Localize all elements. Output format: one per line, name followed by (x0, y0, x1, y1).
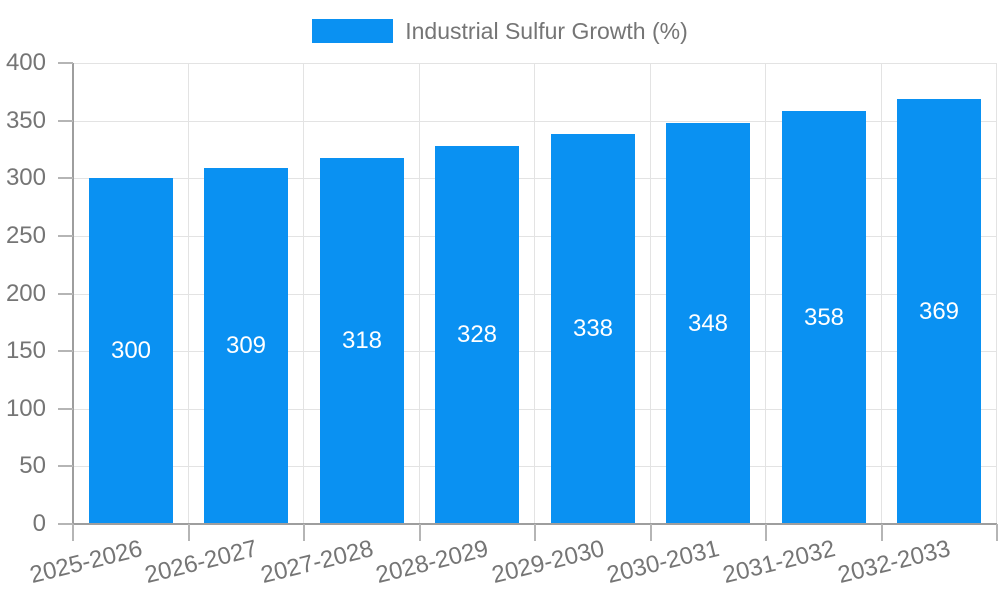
bar-value-label: 338 (572, 315, 614, 342)
bar[interactable]: 328 (435, 146, 519, 524)
y-tick-label: 150 (5, 337, 46, 364)
gridline-vertical (419, 63, 420, 524)
gridline-horizontal (73, 409, 997, 410)
x-tick-label: 2027-2028 (258, 535, 377, 589)
y-tick-mark (58, 408, 73, 410)
x-tick-label: 2032-2033 (835, 535, 954, 589)
y-tick-mark (58, 293, 73, 295)
x-tick-label: 2025-2026 (27, 535, 146, 589)
x-tick-mark (419, 524, 421, 541)
y-tick-mark (58, 465, 73, 467)
y-tick-label: 350 (5, 107, 46, 134)
gridline-horizontal (73, 294, 997, 295)
gridline-vertical (650, 63, 651, 524)
gridline-horizontal (73, 351, 997, 352)
gridline-vertical (188, 63, 189, 524)
bar[interactable]: 309 (204, 168, 288, 524)
bar[interactable]: 338 (551, 134, 635, 524)
y-tick-mark (58, 235, 73, 237)
bar[interactable]: 369 (897, 99, 981, 524)
legend[interactable]: Industrial Sulfur Growth (%) (0, 17, 1000, 45)
bar-value-label: 369 (918, 297, 960, 325)
bar[interactable]: 300 (89, 178, 173, 524)
bar[interactable]: 358 (782, 111, 866, 524)
bar-value-label: 318 (341, 327, 383, 354)
y-tick-label: 50 (19, 452, 46, 479)
x-axis-line (58, 523, 997, 525)
bar-value-label: 328 (456, 321, 498, 348)
legend-swatch (312, 19, 394, 43)
gridline-vertical (303, 63, 304, 524)
bar-value-label: 309 (225, 332, 267, 359)
x-tick-label: 2031-2032 (720, 535, 839, 589)
gridline-vertical (881, 63, 882, 524)
y-tick-label: 400 (5, 49, 46, 76)
y-tick-mark (58, 523, 73, 525)
plot-area: 300 309 318 328 338 348 358 369 (73, 63, 997, 524)
y-tick-mark (58, 177, 73, 179)
x-tick-label: 2028-2029 (373, 535, 492, 589)
bar[interactable]: 318 (320, 158, 404, 524)
x-tick-mark (534, 524, 536, 541)
gridline-vertical (996, 63, 997, 524)
y-tick-mark (58, 120, 73, 122)
x-tick-mark (650, 524, 652, 541)
gridline-horizontal (73, 466, 997, 467)
x-tick-label: 2026-2027 (142, 535, 261, 589)
x-tick-mark (72, 524, 74, 541)
x-tick-mark (188, 524, 190, 541)
y-tick-mark (58, 350, 73, 352)
y-tick-label: 100 (5, 395, 46, 422)
bar-value-label: 348 (687, 309, 729, 337)
legend-label: Industrial Sulfur Growth (%) (405, 18, 688, 44)
y-axis-line (72, 63, 74, 524)
gridline-horizontal (73, 121, 997, 122)
bar-value-label: 358 (803, 303, 845, 331)
gridline-horizontal (73, 63, 997, 64)
x-tick-label: 2029-2030 (489, 535, 608, 589)
gridline-vertical (534, 63, 535, 524)
gridline-horizontal (73, 178, 997, 179)
gridline-vertical (765, 63, 766, 524)
x-tick-mark (996, 524, 998, 541)
bar[interactable]: 348 (666, 123, 750, 524)
y-tick-label: 300 (5, 164, 46, 191)
gridline-horizontal (73, 236, 997, 237)
x-tick-mark (881, 524, 883, 541)
y-tick-mark (58, 62, 73, 64)
x-tick-mark (765, 524, 767, 541)
y-tick-label: 0 (32, 510, 46, 537)
x-tick-label: 2030-2031 (604, 535, 723, 589)
y-tick-label: 200 (5, 280, 46, 307)
y-tick-label: 250 (5, 222, 46, 249)
bar-value-label: 300 (110, 337, 152, 364)
x-tick-mark (303, 524, 305, 541)
